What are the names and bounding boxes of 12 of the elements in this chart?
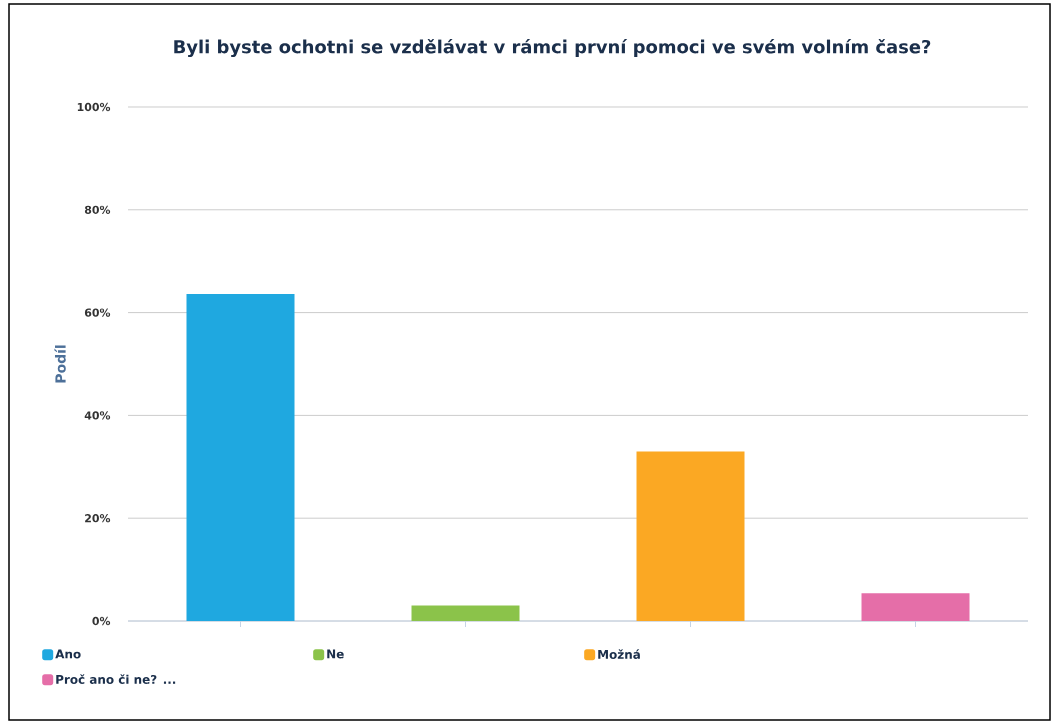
y-tick-label: 100% xyxy=(77,102,111,112)
legend-label: Možná xyxy=(598,649,640,659)
legend-label: Ne xyxy=(327,649,344,659)
y-tick-label: 80% xyxy=(84,205,111,214)
legend-label: Proč ano či ne? ... xyxy=(56,674,176,684)
y-tick-label: 60% xyxy=(84,308,111,317)
legend-label: Ano xyxy=(55,649,81,659)
y-tick-label: 0% xyxy=(92,616,111,626)
chart-title: Byli byste ochotni se vzdělávat v rámci první pomoci ve svém volním čase? xyxy=(174,38,931,58)
y-tick-label: 40% xyxy=(84,411,111,420)
y-axis-title: Podíl xyxy=(54,345,66,383)
y-tick-label: 20% xyxy=(85,514,111,523)
